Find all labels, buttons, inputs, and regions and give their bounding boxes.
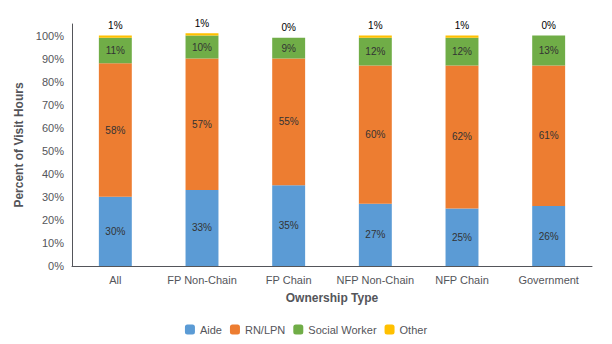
svg-text:NFP Chain: NFP Chain	[435, 274, 489, 286]
svg-text:0%: 0%	[541, 20, 556, 31]
svg-text:27%: 27%	[365, 229, 385, 240]
svg-text:All: All	[109, 274, 121, 286]
svg-text:Other: Other	[400, 324, 428, 336]
svg-text:10%: 10%	[192, 42, 212, 53]
svg-text:1%: 1%	[195, 18, 210, 29]
svg-text:40%: 40%	[42, 168, 64, 180]
svg-text:1%: 1%	[455, 20, 470, 31]
svg-text:30%: 30%	[105, 226, 125, 237]
svg-text:RN/LPN: RN/LPN	[245, 324, 285, 336]
svg-text:0%: 0%	[281, 22, 296, 33]
svg-text:FP Chain: FP Chain	[266, 274, 312, 286]
svg-text:0%: 0%	[48, 260, 64, 272]
svg-text:1%: 1%	[368, 20, 383, 31]
svg-text:10%: 10%	[42, 237, 64, 249]
svg-text:70%: 70%	[42, 99, 64, 111]
svg-text:Percent of Visit Hours: Percent of Visit Hours	[12, 82, 26, 207]
svg-text:60%: 60%	[365, 129, 385, 140]
svg-text:30%: 30%	[42, 191, 64, 203]
svg-text:Aide: Aide	[200, 324, 222, 336]
svg-text:20%: 20%	[42, 214, 64, 226]
svg-text:Government: Government	[518, 274, 579, 286]
svg-text:80%: 80%	[42, 76, 64, 88]
svg-text:55%: 55%	[279, 116, 299, 127]
svg-text:1%: 1%	[108, 20, 123, 31]
svg-text:58%: 58%	[105, 125, 125, 136]
svg-text:NFP Non-Chain: NFP Non-Chain	[337, 274, 414, 286]
svg-text:13%: 13%	[539, 45, 559, 56]
svg-text:57%: 57%	[192, 119, 212, 130]
svg-text:60%: 60%	[42, 122, 64, 134]
svg-text:Social Worker: Social Worker	[308, 324, 377, 336]
svg-text:Ownership Type: Ownership Type	[286, 291, 379, 305]
svg-text:61%: 61%	[539, 130, 559, 141]
svg-text:35%: 35%	[279, 220, 299, 231]
svg-text:100%: 100%	[36, 30, 64, 42]
svg-text:12%: 12%	[452, 46, 472, 57]
svg-text:25%: 25%	[452, 232, 472, 243]
svg-text:FP Non-Chain: FP Non-Chain	[167, 274, 237, 286]
svg-text:50%: 50%	[42, 145, 64, 157]
svg-text:9%: 9%	[281, 43, 296, 54]
svg-text:12%: 12%	[365, 46, 385, 57]
svg-text:90%: 90%	[42, 53, 64, 65]
svg-text:26%: 26%	[539, 231, 559, 242]
svg-text:62%: 62%	[452, 131, 472, 142]
svg-text:33%: 33%	[192, 222, 212, 233]
svg-text:11%: 11%	[106, 45, 125, 56]
